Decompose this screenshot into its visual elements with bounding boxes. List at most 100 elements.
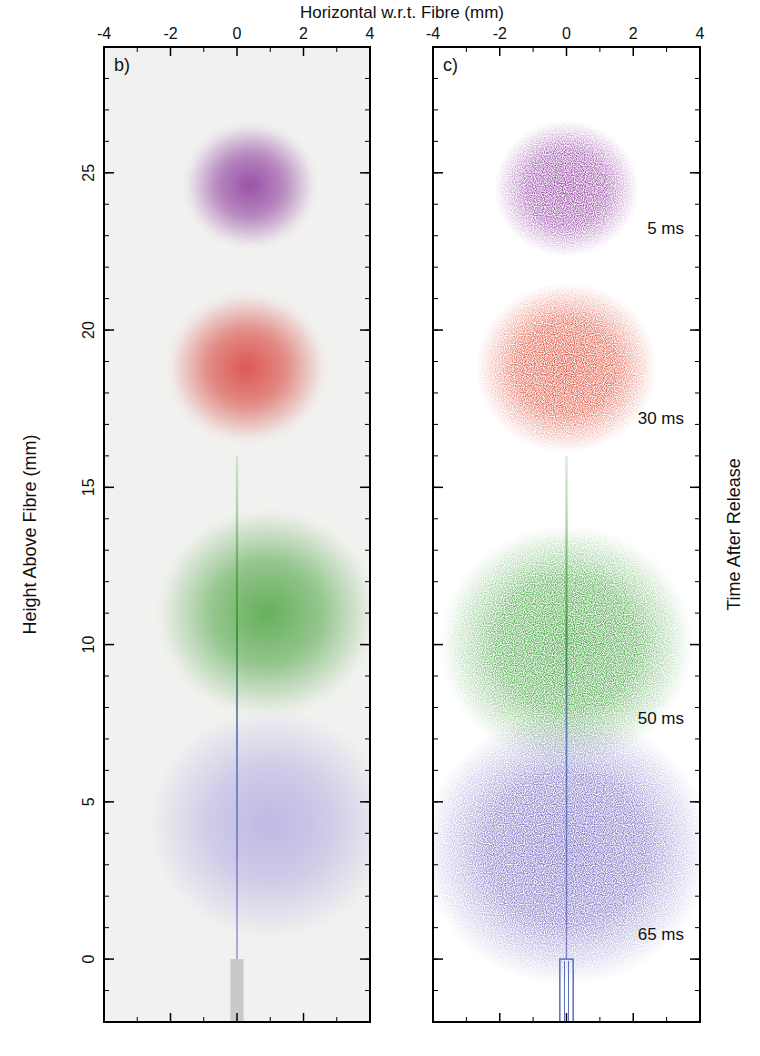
- y-axis-title: Height Above Fibre (mm): [20, 434, 40, 634]
- y-minor-tick: [104, 392, 109, 393]
- x-minor-tick: [666, 1017, 667, 1022]
- y-minor-tick: [365, 833, 370, 834]
- panel-label: c): [443, 55, 458, 75]
- y-minor-tick: [433, 298, 438, 299]
- y-minor-tick: [365, 361, 370, 362]
- atom-cloud: [169, 294, 325, 441]
- y-minor-tick: [695, 392, 700, 393]
- y-minor-tick: [104, 738, 109, 739]
- x-minor-tick: [137, 1017, 138, 1022]
- y-minor-tick: [104, 235, 109, 236]
- y-minor-tick: [695, 613, 700, 614]
- fibre: [230, 959, 243, 1022]
- x-tick-label: 2: [299, 25, 308, 42]
- y-tick: [104, 801, 114, 803]
- x-tick: [303, 47, 305, 56]
- x-minor-tick: [203, 47, 204, 52]
- right-axis-title: Time After Release: [724, 458, 744, 610]
- x-minor-tick: [203, 1017, 204, 1022]
- x-tick-label: 0: [233, 25, 242, 42]
- y-minor-tick: [695, 896, 700, 897]
- fibre-core: [568, 961, 569, 1022]
- y-minor-tick: [365, 235, 370, 236]
- frame: [104, 47, 370, 1022]
- x-tick: [566, 1013, 568, 1022]
- marks: [149, 124, 370, 1022]
- y-minor-tick: [365, 204, 370, 205]
- y-minor-tick: [104, 267, 109, 268]
- y-tick: [433, 487, 443, 489]
- y-tick: [104, 644, 114, 646]
- y-minor-tick: [104, 1022, 109, 1023]
- x-tick: [432, 1013, 434, 1022]
- y-minor-tick: [104, 361, 109, 362]
- y-minor-tick: [365, 990, 370, 991]
- y-minor-tick: [433, 707, 438, 708]
- y-minor-tick: [104, 109, 109, 110]
- x-tick-label: 0: [562, 25, 571, 42]
- x-tick: [170, 47, 172, 56]
- y-minor-tick: [104, 707, 109, 708]
- y-tick-label: 15: [80, 478, 97, 496]
- y-minor-tick: [365, 550, 370, 551]
- y-minor-tick: [695, 267, 700, 268]
- y-minor-tick: [104, 581, 109, 582]
- fibre-core: [564, 961, 565, 1022]
- y-minor-tick: [695, 770, 700, 771]
- y-minor-tick: [104, 518, 109, 519]
- x-minor-tick: [599, 1017, 600, 1022]
- x-tick: [103, 1013, 105, 1022]
- y-minor-tick: [433, 361, 438, 362]
- y-minor-tick: [695, 927, 700, 928]
- y-minor-tick: [433, 392, 438, 393]
- y-minor-tick: [104, 78, 109, 79]
- y-tick-label: 10: [80, 636, 97, 654]
- y-minor-tick: [365, 518, 370, 519]
- y-minor-tick: [365, 298, 370, 299]
- y-minor-tick: [695, 581, 700, 582]
- y-minor-tick: [365, 267, 370, 268]
- y-minor-tick: [104, 298, 109, 299]
- y-tick: [433, 958, 443, 960]
- y-tick: [360, 329, 370, 331]
- x-tick-label: 2: [629, 25, 638, 42]
- y-minor-tick: [365, 864, 370, 865]
- y-tick: [360, 172, 370, 174]
- time-label: 30 ms: [638, 409, 684, 428]
- y-tick-label: 5: [80, 797, 97, 806]
- x-minor-tick: [533, 47, 534, 52]
- guided-atoms: [565, 456, 567, 959]
- x-tick: [566, 47, 568, 56]
- panel: -4-20240510152025b): [80, 25, 391, 1022]
- x-tick-label: -2: [163, 25, 177, 42]
- x-minor-tick: [466, 1017, 467, 1022]
- y-tick-label: 25: [80, 164, 97, 182]
- panel: -4-2024c)5 ms30 ms50 ms65 ms: [422, 25, 710, 1022]
- y-minor-tick: [433, 235, 438, 236]
- y-tick: [690, 801, 700, 803]
- y-minor-tick: [365, 738, 370, 739]
- y-minor-tick: [433, 78, 438, 79]
- y-minor-tick: [104, 613, 109, 614]
- y-tick: [360, 644, 370, 646]
- atom-cloud: [185, 124, 315, 247]
- y-tick: [690, 172, 700, 174]
- x-minor-tick: [270, 1017, 271, 1022]
- y-minor-tick: [104, 550, 109, 551]
- y-minor-tick: [433, 990, 438, 991]
- y-minor-tick: [104, 204, 109, 205]
- x-minor-tick: [336, 1017, 337, 1022]
- y-minor-tick: [365, 141, 370, 142]
- y-minor-tick: [365, 78, 370, 79]
- y-minor-tick: [433, 455, 438, 456]
- x-tick: [369, 47, 371, 56]
- y-minor-tick: [104, 833, 109, 834]
- y-minor-tick: [365, 1022, 370, 1023]
- x-minor-tick: [270, 47, 271, 52]
- y-tick: [690, 958, 700, 960]
- y-minor-tick: [433, 770, 438, 771]
- y-minor-tick: [365, 676, 370, 677]
- marks: [433, 121, 700, 1022]
- y-minor-tick: [104, 141, 109, 142]
- x-tick: [699, 47, 701, 56]
